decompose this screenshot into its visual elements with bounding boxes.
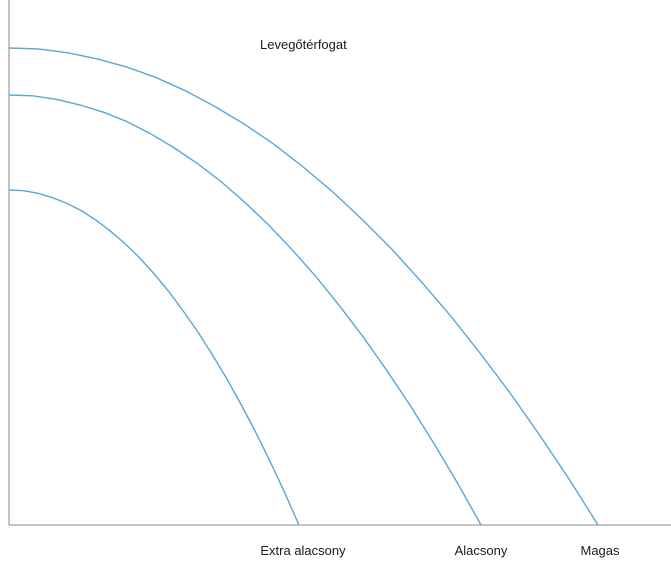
curve-label-group: Extra alacsony Alacsony Magas [260,543,620,558]
curve-extra-alacsony [8,189,300,526]
curve-alacsony [8,94,482,526]
curve-magas [8,47,599,526]
curve-label-magas: Magas [580,543,620,558]
curve-label-extra-alacsony: Extra alacsony [260,543,346,558]
chart-axes [8,0,671,526]
chart-annotation: Levegőtérfogat [260,37,347,52]
curve-label-alacsony: Alacsony [455,543,508,558]
curve-group [8,47,599,526]
